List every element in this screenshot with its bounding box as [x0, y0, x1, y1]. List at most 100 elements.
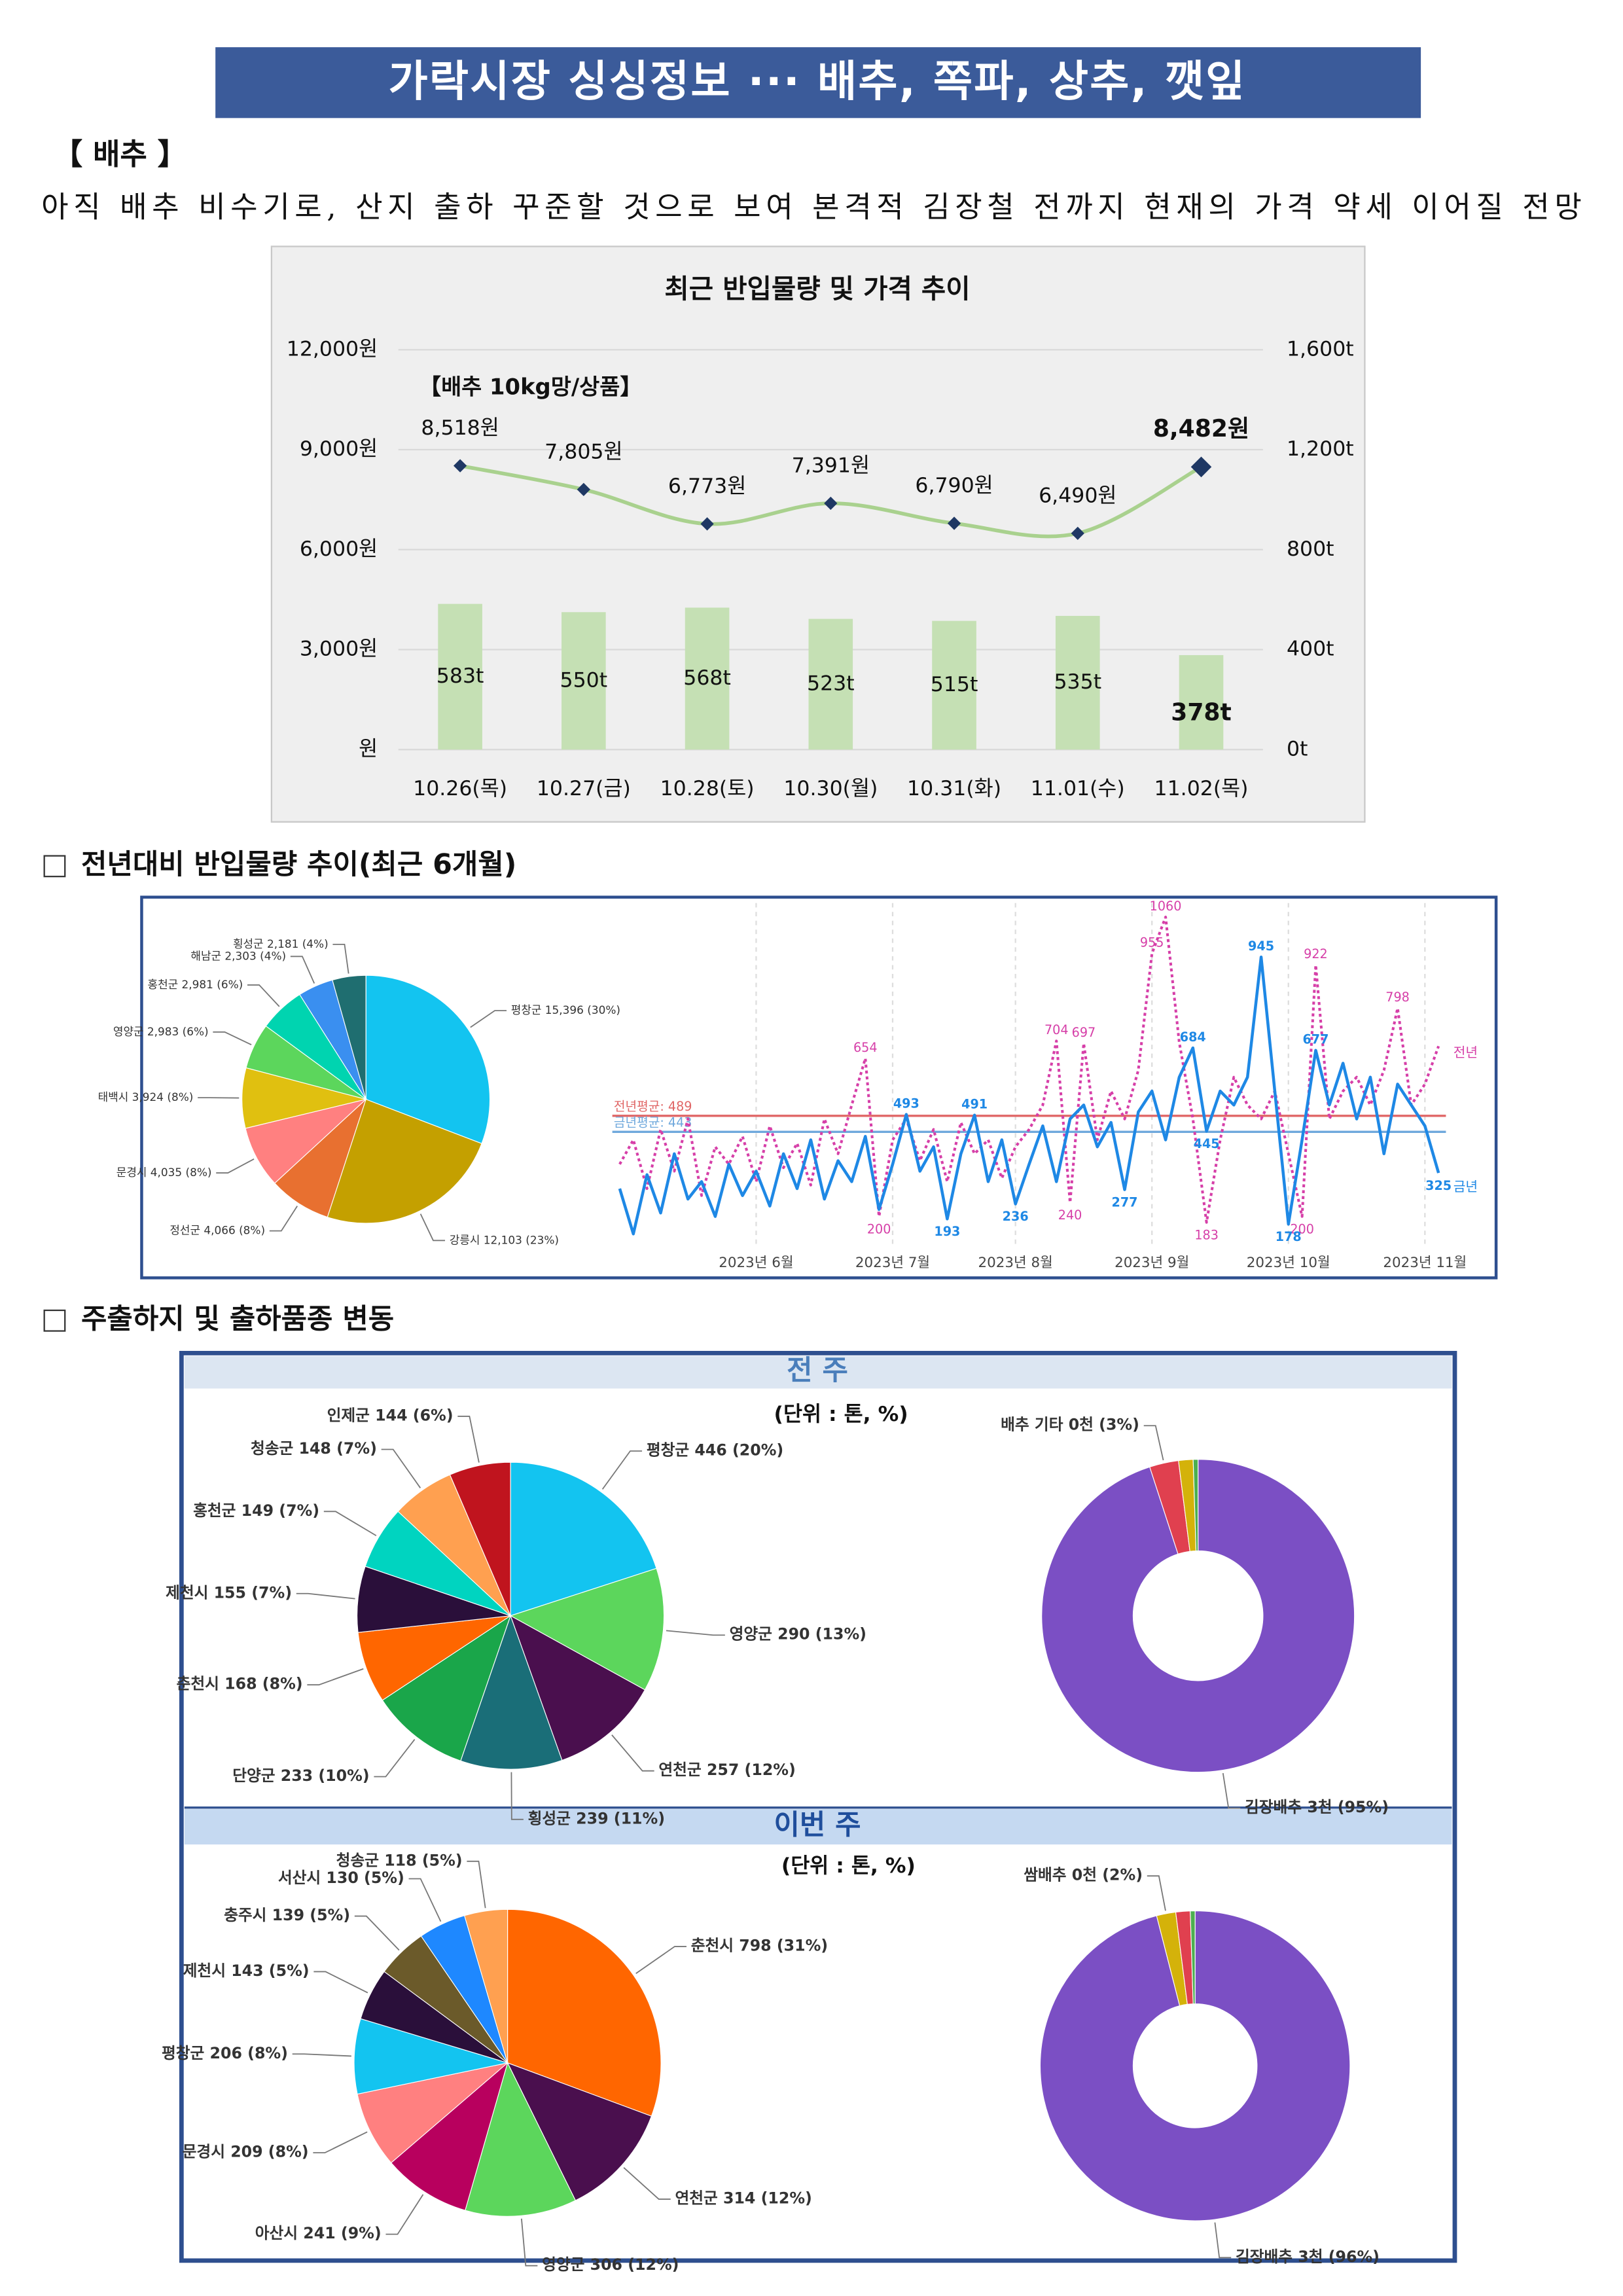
section-summary: 아직 배추 비수기로, 산지 출하 꾸준할 것으로 보여 본격적 김장철 전까지… [41, 190, 1582, 224]
x-tick-label: 2023년 7월 [855, 1255, 930, 1271]
legend-label: 금년 [1454, 1179, 1478, 1194]
line [618, 916, 1440, 1224]
leader-line [292, 2053, 351, 2057]
pie-slice [353, 2018, 508, 2095]
line-label: 8,518원 [421, 416, 499, 440]
pie-slice [460, 1614, 563, 1770]
pie-slice [510, 1462, 657, 1617]
pie-slice [357, 1566, 511, 1633]
slice-label: 배추 기타 0천 (3%) [1001, 1416, 1139, 1434]
data-label: 200 [867, 1221, 891, 1236]
leader-line [467, 1860, 486, 1909]
leader-line [666, 1630, 725, 1636]
data-label: 684 [1180, 1030, 1206, 1045]
slice-label: 해남군 2,303 (4%) [190, 949, 286, 962]
chart-title: 최근 반입물량 및 가격 추이 [664, 273, 970, 304]
bar [1055, 615, 1100, 750]
leader-line [269, 1206, 298, 1232]
leader-line [313, 2131, 368, 2154]
pie-slice [327, 1098, 482, 1224]
reference-label: 전년평균: 489 [614, 1099, 692, 1114]
data-label: 654 [853, 1040, 878, 1055]
data-label: 704 [1044, 1022, 1069, 1037]
x-tick-label: 10.27(금) [537, 777, 631, 800]
slice-label: 춘천시 168 (8%) [177, 1675, 303, 1693]
slice-label: 태백시 3,924 (8%) [98, 1090, 194, 1103]
donut-slice [1041, 1459, 1355, 1773]
legend-label: 전년 [1454, 1045, 1478, 1060]
bar-label: 568t [683, 666, 731, 690]
leader-line [408, 1878, 442, 1922]
slice-label: 영양군 2,983 (6%) [113, 1025, 209, 1038]
bar-label: 583t [437, 664, 484, 688]
bar-label: 378t [1171, 698, 1232, 726]
title-banner [215, 47, 1421, 118]
pie-slice [382, 1615, 512, 1762]
reference-label: 금년평균: 443 [614, 1115, 692, 1130]
slice-label: 정선군 4,066 (8%) [169, 1224, 265, 1237]
bar [932, 620, 976, 750]
line-marker [453, 459, 467, 473]
bar-label: 535t [1054, 670, 1101, 694]
leader-line [1147, 1875, 1166, 1911]
leader-line [385, 2194, 424, 2235]
leader-line [1214, 2222, 1232, 2259]
subsection-heading: 전년대비 반입물량 추이(최근 6개월) [81, 848, 516, 881]
data-label: 240 [1058, 1208, 1082, 1223]
pie-slice [245, 1098, 368, 1184]
line-marker [947, 516, 961, 530]
data-label: 445 [1194, 1136, 1220, 1151]
slice-label: 평창군 446 (20%) [647, 1441, 783, 1460]
leader-line [296, 1592, 355, 1600]
x-tick-label: 10.28(토) [660, 777, 755, 800]
section-heading: 【 배추 】 [53, 137, 187, 171]
checkbox-icon [43, 1309, 66, 1332]
panel-header [184, 1355, 1452, 1389]
data-label: 491 [961, 1096, 988, 1111]
bar [562, 612, 606, 750]
y2-tick-label: 400t [1287, 637, 1334, 661]
slice-label: 평창군 206 (8%) [162, 2044, 288, 2062]
data-label: 236 [1003, 1209, 1029, 1224]
pie-slice [365, 975, 491, 1144]
x-tick-label: 2023년 6월 [719, 1255, 793, 1271]
slice-label: 문경시 209 (8%) [183, 2143, 309, 2161]
slice-label: 제천시 155 (7%) [166, 1583, 292, 1602]
pie-slice [332, 975, 366, 1100]
y-tick-label: 9,000원 [300, 437, 378, 461]
data-label: 325 [1425, 1178, 1452, 1193]
leader-line [354, 1915, 400, 1951]
pie-slice [357, 1615, 511, 1701]
leader-line [419, 1213, 446, 1242]
leader-line [1143, 1425, 1164, 1461]
x-tick-label: 11.02(목) [1154, 777, 1249, 800]
slice-label: 홍천군 2,981 (6%) [148, 978, 243, 991]
leader-line [290, 956, 315, 984]
slice-label: 청송군 148 (7%) [251, 1439, 377, 1458]
x-tick-label: 10.31(화) [907, 777, 1001, 800]
leader-line [247, 984, 280, 1007]
pie-slice [465, 2062, 577, 2217]
data-label: 193 [934, 1224, 960, 1239]
donut-slice [1192, 1459, 1199, 1552]
slice-label: 평창군 15,396 (30%) [511, 1003, 620, 1016]
slice-label: 강릉시 12,103 (23%) [450, 1233, 559, 1246]
bar [685, 607, 730, 750]
data-label: 922 [1304, 946, 1328, 961]
line-marker [577, 482, 590, 497]
y2-tick-label: 1,200t [1287, 437, 1354, 461]
y-tick-label: 6,000원 [300, 537, 378, 561]
line-marker [1071, 526, 1084, 540]
data-label: 945 [1248, 939, 1274, 954]
leader-line [216, 1158, 255, 1174]
pie-slice [507, 2062, 652, 2201]
bar-label: 523t [807, 672, 855, 695]
slice-label: 인제군 144 (6%) [327, 1406, 454, 1424]
line-marker [824, 496, 838, 511]
leader-line [1222, 1773, 1241, 1809]
line-label: 8,482원 [1153, 415, 1249, 442]
y2-tick-label: 800t [1287, 537, 1334, 561]
data-label: 1060 [1150, 899, 1182, 914]
page-title: 가락시장 싱싱정보 ··· 배추, 쪽파, 상추, 깻잎 [389, 57, 1247, 107]
